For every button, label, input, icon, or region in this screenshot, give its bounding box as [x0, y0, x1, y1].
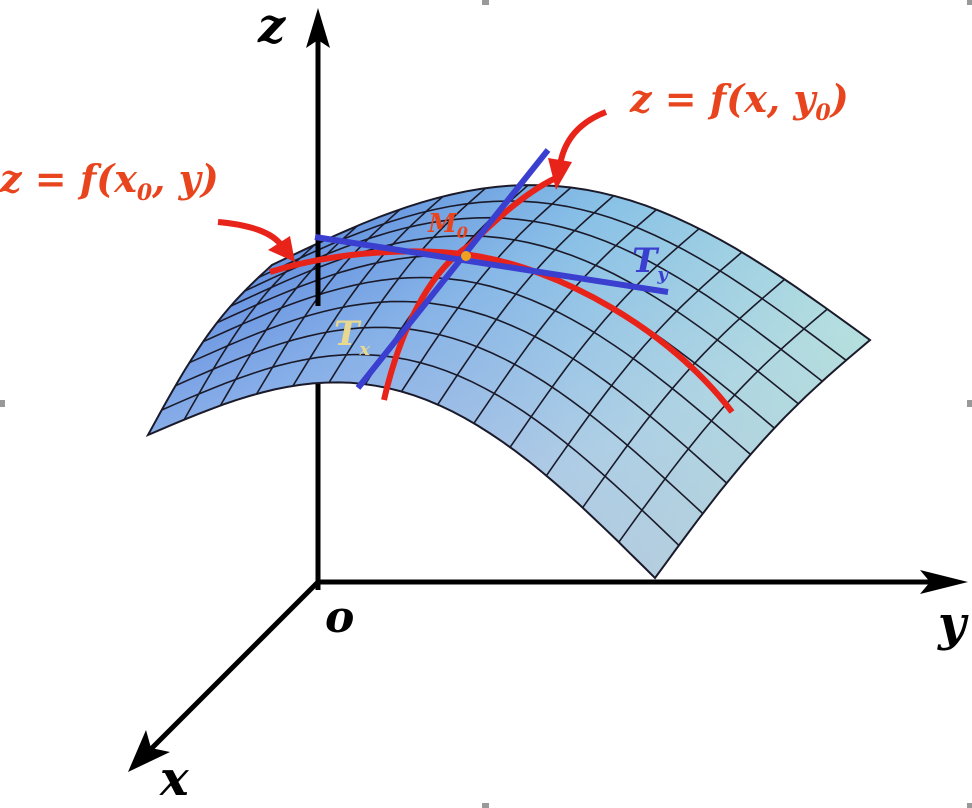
- y-axis-label: y: [937, 596, 969, 652]
- x-axis: [148, 580, 320, 752]
- resize-handle[interactable]: [967, 803, 972, 808]
- resize-handle[interactable]: [0, 400, 5, 407]
- surface-grid-line: [581, 278, 786, 509]
- surface-grid-line: [473, 208, 657, 424]
- surface-highlight: [148, 185, 870, 578]
- resize-handle[interactable]: [482, 803, 489, 808]
- label-tx: Tx: [334, 314, 370, 360]
- surface-grid-line: [161, 353, 680, 546]
- origin-label: o: [325, 592, 354, 643]
- surface-grid-line: [292, 195, 444, 387]
- resize-handle[interactable]: [967, 0, 972, 5]
- label-z-f-x0-y: z = f(x0, y): [0, 156, 219, 206]
- surface-grid-line: [255, 208, 401, 395]
- surface-grid-line: [202, 276, 752, 456]
- pointer-arrow-x0: [217, 219, 285, 248]
- pointer-arrow-y0: [557, 109, 608, 166]
- tangent-line-ty: [314, 234, 669, 295]
- tangent-line-tx: [355, 148, 551, 390]
- surface-grid-line: [328, 187, 487, 383]
- resize-handle[interactable]: [967, 400, 972, 407]
- curve-z-f-x-y0: [381, 175, 558, 401]
- point-m0: [461, 251, 471, 261]
- surface-outline: [145, 184, 872, 580]
- surface-grid-line: [545, 251, 743, 477]
- label-z-f-x-y0: z = f(x, y0): [629, 76, 849, 126]
- surface-grid-line: [400, 186, 572, 392]
- surface: [145, 184, 872, 580]
- surface-grid-line: [188, 300, 728, 484]
- surface-grid-line: [244, 216, 823, 382]
- z-axis-label: z: [257, 0, 287, 54]
- label-ty: Ty: [632, 241, 669, 285]
- surface-grid-line: [175, 326, 704, 515]
- surface-grid-line: [618, 308, 828, 543]
- y-axis-arrow: [920, 570, 968, 594]
- pointer-arrowhead-y0: [548, 158, 572, 190]
- z-axis-arrow: [306, 8, 330, 48]
- surface-grid-line: [219, 225, 358, 406]
- surface-grid-line: [230, 235, 799, 405]
- label-m0: M0: [427, 209, 468, 242]
- curve-z-f-x0-y: [269, 248, 735, 414]
- surface-grid-line: [509, 228, 700, 448]
- x-axis-label: x: [159, 751, 190, 807]
- surface-grid-line: [437, 195, 615, 406]
- surface-grid-line: [257, 200, 847, 361]
- x-axis-arrow: [128, 730, 170, 772]
- pointer-arrowhead-x0: [268, 236, 295, 262]
- resize-handle[interactable]: [482, 0, 489, 5]
